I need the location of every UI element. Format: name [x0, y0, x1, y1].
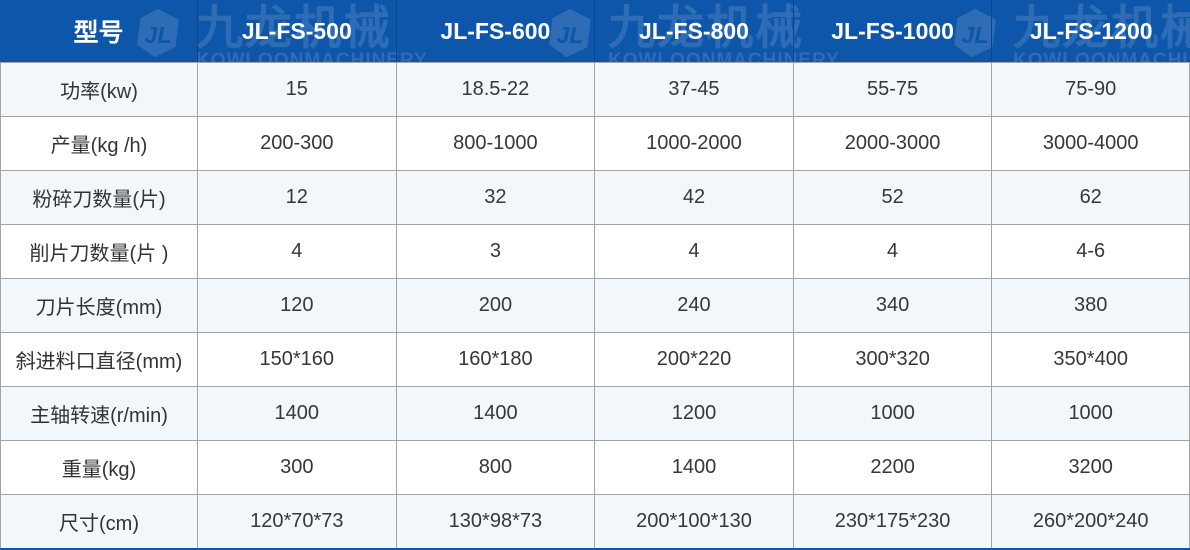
row-label: 尺寸(cm) — [0, 494, 197, 548]
value-cell: 3000-4000 — [991, 116, 1190, 170]
row-label: 功率(kw) — [0, 62, 197, 116]
value-cell: 4 — [594, 224, 793, 278]
value-cell: 4-6 — [991, 224, 1190, 278]
table-row-chipping-blades: 削片刀数量(片 ) 4 3 4 4 4-6 — [0, 224, 1190, 278]
value-cell: 62 — [991, 170, 1190, 224]
value-cell: 32 — [395, 170, 595, 224]
bottom-accent-bar — [0, 548, 1190, 550]
header-cell-jl-fs-1000: JL-FS-1000 — [792, 0, 992, 62]
row-label: 斜进料口直径(mm) — [0, 332, 197, 386]
value-cell: 1000-2000 — [594, 116, 793, 170]
value-cell: 75-90 — [991, 62, 1190, 116]
value-cell: 340 — [792, 278, 992, 332]
value-cell: 150*160 — [197, 332, 396, 386]
table-row-blade-length: 刀片长度(mm) 120 200 240 340 380 — [0, 278, 1190, 332]
value-cell: 1000 — [792, 386, 992, 440]
value-cell: 260*200*240 — [991, 494, 1190, 548]
table-header-row: JL 九龙机械 KOWLOONMACHINERY JL 九龙机械 KOWLOON… — [0, 0, 1190, 62]
table-row-crushing-blades: 粉碎刀数量(片) 12 32 42 52 62 — [0, 170, 1190, 224]
value-cell: 120 — [197, 278, 396, 332]
value-cell: 52 — [792, 170, 992, 224]
table-row-power: 功率(kw) 15 18.5-22 37-45 55-75 75-90 — [0, 62, 1190, 116]
value-cell: 800 — [395, 440, 595, 494]
value-cell: 2000-3000 — [792, 116, 992, 170]
row-label: 重量(kg) — [0, 440, 197, 494]
value-cell: 1400 — [197, 386, 396, 440]
value-cell: 200-300 — [197, 116, 396, 170]
value-cell: 300 — [197, 440, 396, 494]
table-row-spindle-speed: 主轴转速(r/min) 1400 1400 1200 1000 1000 — [0, 386, 1190, 440]
value-cell: 3 — [395, 224, 595, 278]
header-cell-jl-fs-600: JL-FS-600 — [395, 0, 595, 62]
value-cell: 800-1000 — [395, 116, 595, 170]
value-cell: 4 — [197, 224, 396, 278]
value-cell: 240 — [594, 278, 793, 332]
value-cell: 3200 — [991, 440, 1190, 494]
value-cell: 160*180 — [395, 332, 595, 386]
value-cell: 200*220 — [594, 332, 793, 386]
row-label: 削片刀数量(片 ) — [0, 224, 197, 278]
value-cell: 42 — [594, 170, 793, 224]
value-cell: 200 — [395, 278, 595, 332]
value-cell: 1000 — [991, 386, 1190, 440]
value-cell: 2200 — [792, 440, 992, 494]
value-cell: 55-75 — [792, 62, 992, 116]
value-cell: 120*70*73 — [197, 494, 396, 548]
value-cell: 380 — [991, 278, 1190, 332]
table-body: 功率(kw) 15 18.5-22 37-45 55-75 75-90 产量(k… — [0, 62, 1190, 548]
value-cell: 12 — [197, 170, 396, 224]
value-cell: 350*400 — [991, 332, 1190, 386]
table-row-weight: 重量(kg) 300 800 1400 2200 3200 — [0, 440, 1190, 494]
value-cell: 300*320 — [792, 332, 992, 386]
table-row-feed-port: 斜进料口直径(mm) 150*160 160*180 200*220 300*3… — [0, 332, 1190, 386]
value-cell: 4 — [792, 224, 992, 278]
value-cell: 230*175*230 — [792, 494, 992, 548]
table-row-dimensions: 尺寸(cm) 120*70*73 130*98*73 200*100*130 2… — [0, 494, 1190, 548]
row-label: 刀片长度(mm) — [0, 278, 197, 332]
row-label: 粉碎刀数量(片) — [0, 170, 197, 224]
row-label: 主轴转速(r/min) — [0, 386, 197, 440]
value-cell: 1400 — [395, 386, 595, 440]
header-cell-jl-fs-800: JL-FS-800 — [594, 0, 793, 62]
value-cell: 1400 — [594, 440, 793, 494]
value-cell: 37-45 — [594, 62, 793, 116]
value-cell: 15 — [197, 62, 396, 116]
header-cell-jl-fs-500: JL-FS-500 — [197, 0, 396, 62]
table-row-output: 产量(kg /h) 200-300 800-1000 1000-2000 200… — [0, 116, 1190, 170]
header-cell-model-label: 型号 — [73, 19, 124, 47]
header-cell-jl-fs-1200: JL-FS-1200 — [991, 0, 1190, 62]
value-cell: 18.5-22 — [395, 62, 595, 116]
row-label: 产量(kg /h) — [0, 116, 197, 170]
value-cell: 130*98*73 — [395, 494, 595, 548]
value-cell: 200*100*130 — [594, 494, 793, 548]
value-cell: 1200 — [594, 386, 793, 440]
